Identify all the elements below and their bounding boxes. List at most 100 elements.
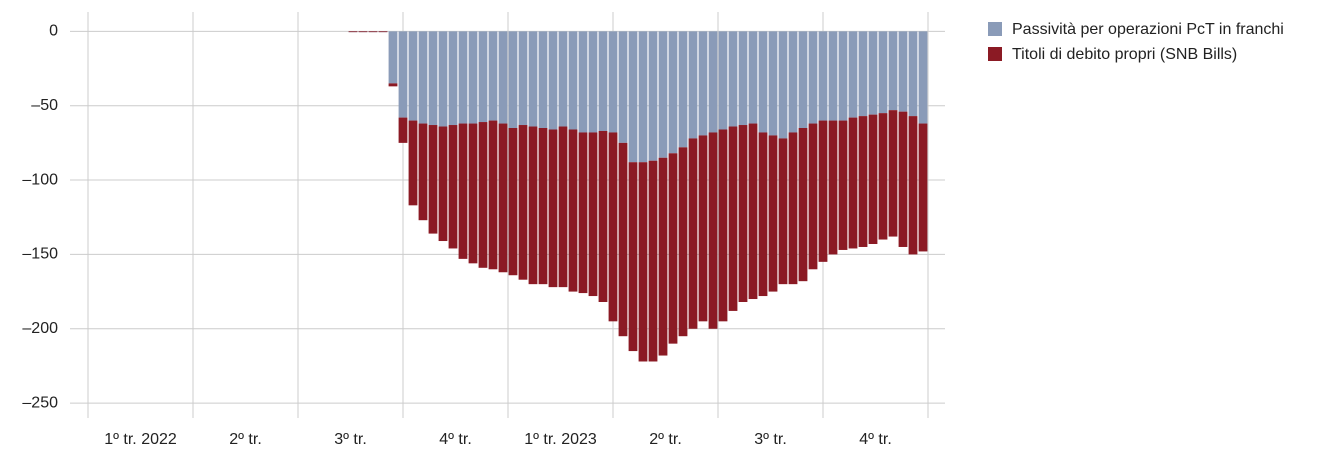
x-tick-label: 3º tr. (754, 431, 787, 448)
y-tick-label: –150 (22, 246, 58, 263)
bar (708, 132, 718, 329)
x-tick-label: 1º tr. 2022 (104, 431, 177, 448)
bar (798, 31, 808, 128)
bar (538, 31, 548, 128)
bar (608, 132, 618, 322)
bar (788, 31, 798, 133)
bar (698, 31, 708, 136)
bar (438, 126, 448, 242)
bar (848, 117, 858, 249)
bar (408, 120, 418, 206)
bar (888, 110, 898, 237)
bar (648, 31, 658, 161)
bar (448, 31, 458, 126)
bar (698, 135, 708, 322)
bar (358, 31, 368, 33)
bar (768, 31, 778, 136)
bar (578, 132, 588, 294)
bar (738, 125, 748, 303)
bar (798, 128, 808, 282)
bar (548, 31, 558, 130)
bar (468, 31, 478, 124)
bar (718, 31, 728, 130)
bar (718, 129, 728, 322)
bar (478, 31, 488, 123)
bar (738, 31, 748, 126)
bar (588, 132, 598, 297)
bar (878, 113, 888, 240)
bar (368, 31, 378, 33)
bar (658, 157, 668, 356)
bar (548, 129, 558, 288)
bar (808, 123, 818, 270)
bar (918, 123, 928, 252)
bar (838, 120, 848, 250)
bar (618, 31, 628, 143)
bar (668, 31, 678, 154)
bar (458, 123, 468, 259)
x-tick-label: 2º tr. (649, 431, 682, 448)
bar (418, 31, 428, 124)
y-tick-label: –250 (22, 394, 58, 411)
legend-item: Titoli di debito propri (SNB Bills) (986, 45, 1316, 64)
bar (728, 126, 738, 311)
bar (558, 126, 568, 288)
bar (728, 31, 738, 127)
bar (398, 117, 408, 143)
chart: 0 –50 –100 –150 –200 –250 1º tr. 2022 2º tr. 3º … (22, 12, 945, 448)
bar (758, 132, 768, 297)
legend-swatch (988, 47, 1002, 61)
x-tick-label: 1º tr. 2023 (524, 431, 597, 448)
bar (598, 31, 608, 131)
bar (778, 31, 788, 139)
bar (568, 129, 578, 292)
bar (678, 31, 688, 148)
bar (488, 120, 498, 270)
legend-item: Passività per operazioni PcT in franchi (986, 20, 1316, 39)
legend: Passività per operazioni PcT in franchi … (986, 20, 1316, 70)
bar (518, 125, 528, 280)
bar (908, 116, 918, 255)
bar (898, 111, 908, 247)
bar (628, 162, 638, 352)
bar (638, 162, 648, 362)
bar (668, 153, 678, 344)
bar (918, 31, 928, 124)
bar (818, 31, 828, 121)
bar (458, 31, 468, 124)
bar (768, 135, 778, 292)
x-tick-label: 4º tr. (439, 431, 472, 448)
bar (508, 31, 518, 128)
x-tick-label: 4º tr. (859, 431, 892, 448)
bar (828, 120, 838, 255)
y-tick-label: –200 (22, 320, 58, 337)
bar (858, 116, 868, 247)
bar (388, 83, 398, 87)
bar (378, 31, 388, 33)
bar (478, 122, 488, 268)
bar (428, 125, 438, 234)
bar (808, 31, 818, 124)
bar (538, 128, 548, 285)
bar (688, 31, 698, 139)
bar (878, 31, 888, 114)
bar (518, 31, 528, 126)
bar (578, 31, 588, 133)
bar (628, 31, 638, 163)
bar (348, 31, 358, 33)
bar (838, 31, 848, 121)
bar (758, 31, 768, 133)
legend-label: Passività per operazioni PcT in franchi (1012, 21, 1284, 38)
bar (558, 31, 568, 127)
bar (508, 128, 518, 276)
bar (678, 147, 688, 337)
bar (858, 31, 868, 117)
x-tick-label: 2º tr. (229, 431, 262, 448)
bar (868, 31, 878, 115)
y-tick-label: –100 (22, 171, 58, 188)
bar (418, 123, 428, 221)
bar (428, 31, 438, 126)
bar (898, 31, 908, 112)
x-tick-label: 3º tr. (334, 431, 367, 448)
bar (528, 126, 538, 285)
